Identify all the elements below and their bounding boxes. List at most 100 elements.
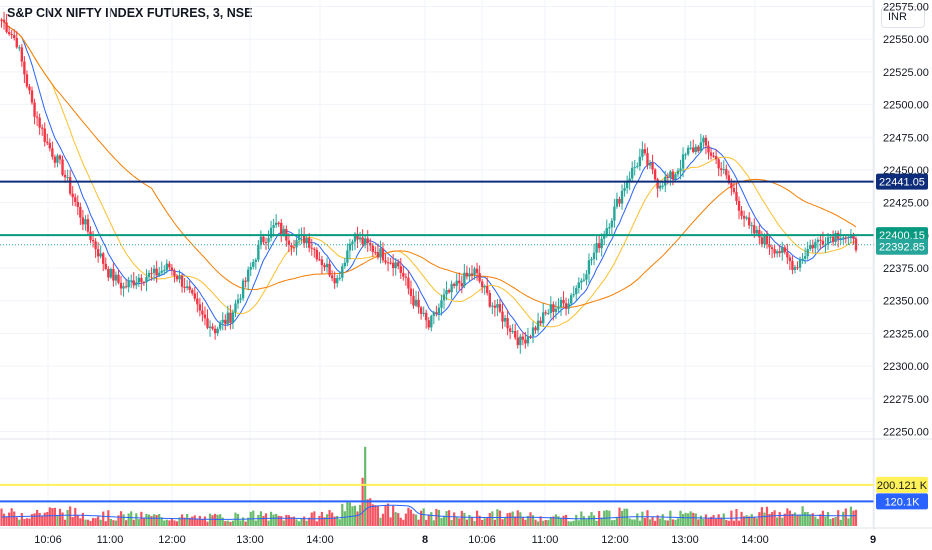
volume-bar [735, 509, 738, 526]
candle-body [458, 280, 461, 284]
volume-bar [48, 507, 51, 526]
candle-body [130, 280, 133, 282]
candle-body [595, 243, 598, 253]
price-tick-label: 22325.00 [883, 328, 929, 340]
volume-bar [781, 517, 784, 526]
candle-body [694, 146, 697, 152]
volume-bar [165, 519, 168, 526]
volume-bar [290, 517, 293, 526]
candle-body [854, 238, 858, 251]
candle-body [394, 262, 397, 269]
candle-body [585, 274, 588, 280]
volume-bar [358, 504, 362, 526]
volume-bar [102, 511, 105, 526]
candle-body [821, 240, 825, 245]
candle-body [618, 198, 621, 204]
volume-bar [679, 510, 682, 526]
volume-bar [501, 519, 504, 526]
volume-bar [740, 511, 743, 526]
volume-bar [554, 514, 558, 526]
horizontal-line-upper-bg [876, 173, 928, 190]
volume-bar [537, 521, 540, 526]
volume-bar [620, 510, 624, 526]
volume-bar [79, 518, 82, 526]
volume-bar [254, 520, 257, 526]
candle-body [554, 308, 558, 312]
volume-bar [796, 514, 799, 526]
volume-bar [707, 518, 710, 526]
volume-bar [610, 520, 613, 526]
candle-body [94, 241, 97, 250]
candle-body [328, 263, 331, 276]
candle-body [147, 273, 151, 278]
volume-bar [575, 514, 578, 526]
candle-body [704, 137, 708, 146]
candle-body [463, 272, 466, 287]
volume-bar [201, 519, 204, 526]
candle-body [508, 328, 512, 332]
candle-body [470, 273, 474, 276]
volume-bar [404, 513, 407, 526]
volume-bar [595, 520, 598, 526]
candle-body [76, 201, 79, 207]
volume-bar [669, 510, 672, 526]
candle-body [297, 235, 301, 241]
volume-bar [20, 513, 23, 526]
volume-bar [442, 515, 446, 526]
candle-body [725, 169, 728, 176]
volume-level-yellow-label: 200.121 K [877, 480, 928, 492]
candle-body [587, 260, 591, 275]
volume-bar [130, 511, 133, 526]
horizontal-line-upper-label: 22441.05 [879, 177, 925, 189]
volume-pane [0, 446, 858, 526]
candle-body [211, 326, 214, 329]
candle-body [15, 38, 18, 48]
candle-body [287, 240, 291, 246]
volume-bar [460, 510, 463, 526]
candle-body [206, 318, 209, 328]
volume-bar [84, 519, 87, 526]
candle-body [91, 239, 95, 242]
candle-body [157, 272, 161, 276]
candle-body [369, 242, 372, 246]
volume-bar [475, 510, 479, 526]
candle-body [740, 210, 743, 216]
candle-body [61, 159, 64, 175]
price-tick-label: 22500.00 [883, 100, 929, 112]
candle-body [755, 229, 759, 234]
candle-body [427, 320, 430, 328]
volume-bar [74, 507, 77, 526]
volume-bar [371, 504, 374, 526]
volume-bar [203, 516, 207, 526]
chart-grid [0, 0, 874, 528]
volume-bar [829, 519, 832, 526]
volume-bar [33, 513, 36, 526]
volume-level-yellow-bg [876, 476, 928, 493]
price-axis: 22575.00 22550.00 22525.00 22500.00 22475.00… [883, 2, 929, 439]
volume-bar [285, 514, 288, 526]
candle-body [676, 170, 680, 175]
time-tick-label: 8 [422, 534, 428, 546]
volume-bar [117, 515, 120, 526]
candle-body [796, 267, 799, 269]
candle-body [742, 215, 746, 219]
volume-bar [539, 516, 542, 526]
candle-body [519, 336, 522, 346]
currency-button[interactable]: INR [881, 6, 925, 28]
volume-bar [798, 514, 802, 526]
candle-body [648, 162, 652, 166]
candle-body [30, 90, 34, 103]
candle-body [343, 262, 347, 267]
time-tick-label: 11:00 [97, 534, 124, 546]
candle-body [376, 252, 380, 258]
candle-body [763, 235, 766, 245]
candle-body [274, 222, 278, 226]
candle-body [221, 319, 224, 323]
volume-bar [336, 515, 339, 526]
candle-body [414, 299, 418, 306]
volume-bar [323, 517, 326, 526]
candle-body [196, 298, 199, 305]
volume-bar [346, 502, 349, 526]
volume-bar [643, 517, 647, 526]
